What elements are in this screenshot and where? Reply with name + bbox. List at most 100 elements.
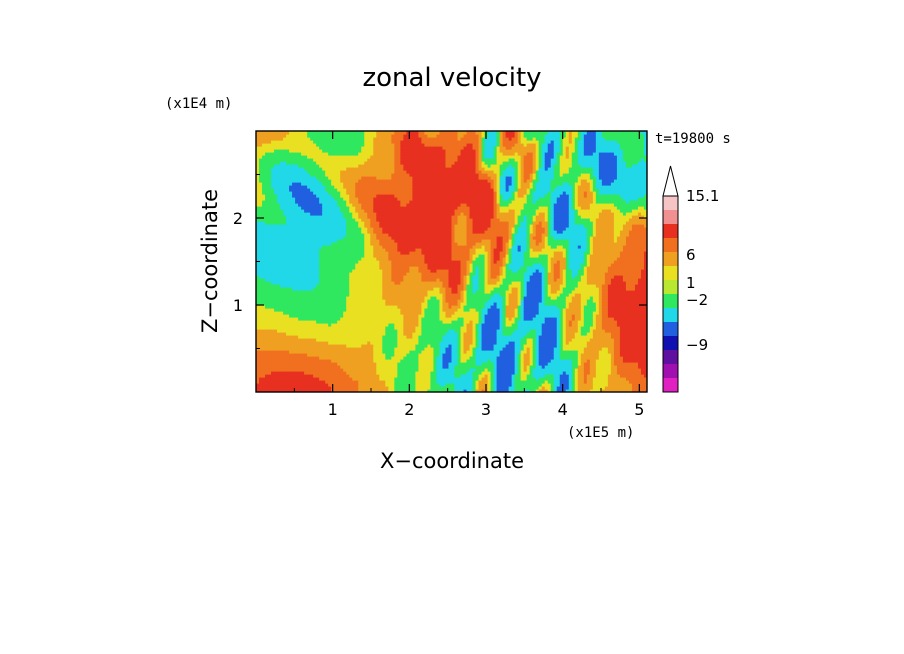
field-cell: [340, 380, 344, 384]
field-cell: [316, 245, 320, 249]
field-cell: [304, 377, 308, 381]
field-cell: [370, 218, 374, 222]
field-cell: [310, 257, 314, 261]
field-cell: [343, 215, 347, 219]
field-cell: [295, 257, 299, 261]
field-cell: [331, 215, 335, 219]
field-cell: [400, 377, 404, 381]
field-cell: [373, 314, 377, 318]
field-cell: [400, 254, 404, 258]
field-cell: [262, 263, 266, 267]
field-cell: [277, 335, 281, 339]
field-cell: [265, 218, 269, 222]
field-cell: [337, 347, 341, 351]
field-cell: [412, 209, 417, 213]
field-cell: [337, 275, 341, 279]
field-cell: [361, 230, 365, 234]
field-cell: [352, 206, 356, 210]
field-cell: [391, 218, 395, 222]
field-cell: [316, 314, 320, 318]
chart-title: zonal velocity: [362, 63, 541, 93]
field-cell: [376, 251, 380, 255]
field-cell: [385, 281, 389, 285]
field-cell: [379, 266, 383, 270]
field-cell: [397, 374, 401, 378]
field-cell: [397, 161, 401, 165]
field-cell: [364, 338, 368, 342]
field-cell: [349, 359, 353, 363]
field-cell: [397, 302, 401, 306]
field-cell: [349, 173, 353, 177]
field-cell: [256, 269, 260, 273]
field-cell: [298, 350, 302, 354]
field-cell: [268, 245, 272, 249]
field-cell: [328, 140, 332, 144]
field-cell: [286, 251, 290, 255]
field-cell: [310, 350, 314, 354]
field-cell: [424, 164, 429, 168]
field-cell: [307, 323, 311, 327]
field-cell: [289, 356, 293, 360]
field-cell: [334, 308, 338, 312]
field-cell: [391, 269, 395, 273]
field-cell: [364, 266, 368, 270]
field-cell: [388, 332, 392, 336]
field-cell: [295, 197, 299, 201]
field-cell: [358, 332, 362, 336]
field-cell: [382, 227, 386, 231]
field-cell: [367, 278, 371, 282]
field-cell: [277, 242, 281, 246]
field-cell: [358, 269, 362, 273]
field-cell: [271, 308, 275, 312]
field-cell: [361, 209, 365, 213]
field-cell: [328, 215, 332, 219]
field-cell: [334, 185, 338, 189]
field-cell: [289, 212, 293, 216]
field-cell: [283, 230, 287, 234]
field-cell: [334, 317, 338, 321]
field-cell: [343, 236, 347, 240]
field-cell: [277, 305, 281, 309]
field-cell: [355, 251, 359, 255]
field-cell: [352, 290, 356, 294]
field-cell: [424, 290, 429, 294]
field-cell: [352, 200, 356, 204]
field-cell: [355, 131, 359, 135]
field-cell: [346, 305, 350, 309]
field-cell: [298, 221, 302, 225]
field-cell: [403, 365, 407, 369]
field-cell: [361, 179, 365, 183]
field-cell: [412, 269, 417, 273]
field-cell: [349, 326, 353, 330]
field-cell: [427, 377, 432, 381]
field-cell: [277, 350, 281, 354]
field-cell: [259, 377, 263, 381]
field-cell: [406, 236, 410, 240]
field-cell: [427, 293, 432, 297]
field-cell: [418, 371, 423, 375]
field-cell: [376, 284, 380, 288]
field-cell: [274, 272, 278, 276]
field-cell: [343, 389, 347, 392]
field-cell: [325, 206, 329, 210]
field-cell: [367, 287, 371, 291]
field-cell: [328, 242, 332, 246]
field-cell: [352, 311, 356, 315]
field-cell: [307, 335, 311, 339]
field-cell: [313, 230, 317, 234]
field-cell: [361, 170, 365, 174]
field-cell: [415, 194, 420, 198]
field-cell: [406, 314, 410, 318]
field-cell: [313, 311, 317, 315]
field-cell: [334, 302, 338, 306]
field-cell: [307, 326, 311, 330]
field-cell: [364, 179, 368, 183]
field-cell: [364, 143, 368, 147]
field-cell: [286, 197, 290, 201]
field-cell: [343, 221, 347, 225]
field-cell: [382, 278, 386, 282]
field-cell: [307, 221, 311, 225]
field-cell: [280, 356, 284, 360]
field-cell: [391, 326, 395, 330]
field-cell: [292, 326, 296, 330]
